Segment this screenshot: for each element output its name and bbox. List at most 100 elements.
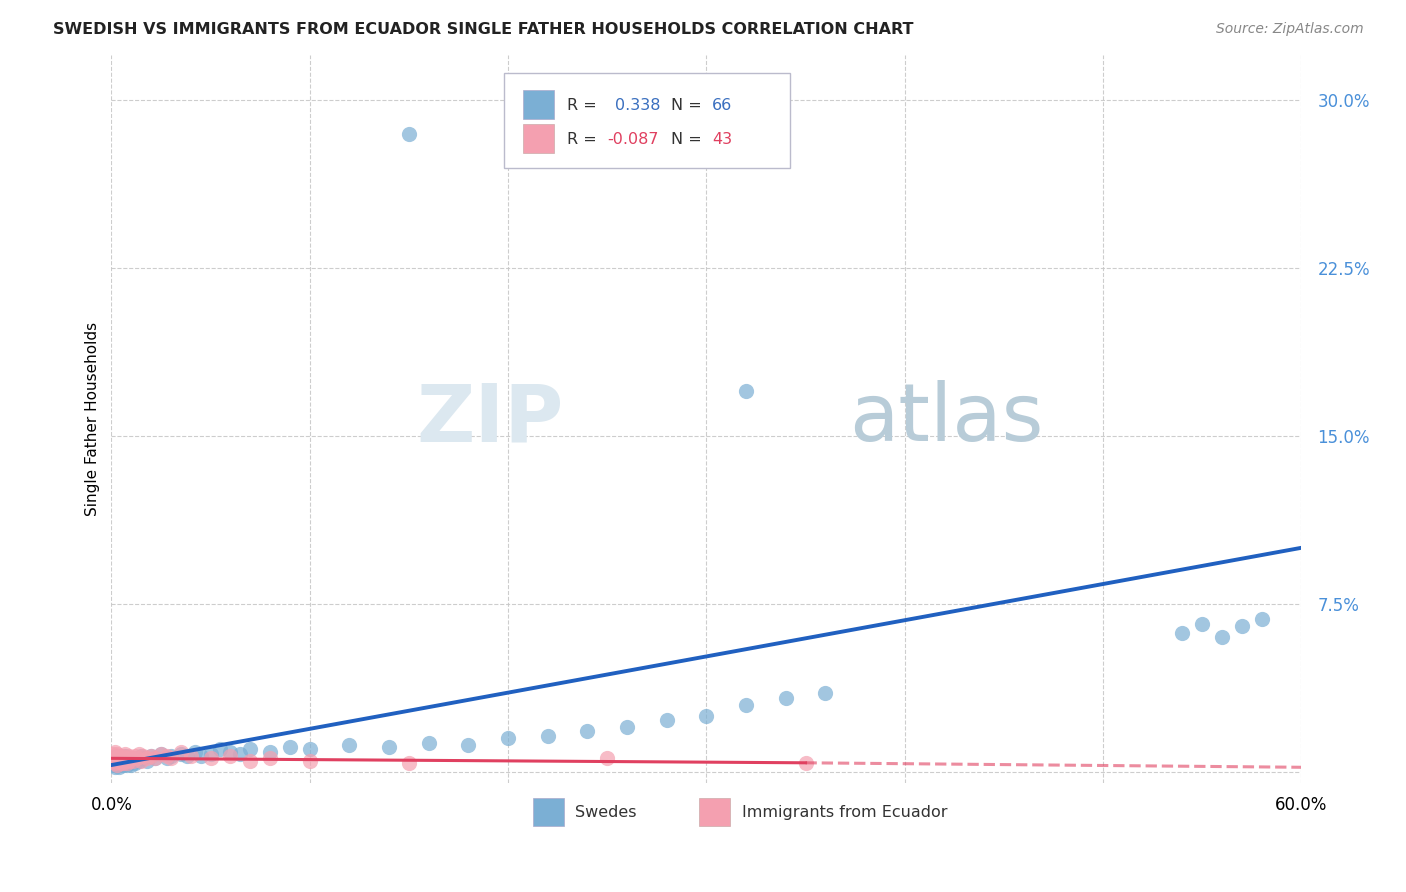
Point	[139, 749, 162, 764]
Point	[128, 747, 150, 761]
Point	[596, 751, 619, 765]
Point	[114, 756, 136, 770]
Text: Immigrants from Ecuador: Immigrants from Ecuador	[742, 805, 948, 820]
Point	[156, 751, 179, 765]
Text: atlas: atlas	[849, 380, 1043, 458]
Point	[128, 754, 150, 768]
Text: Source: ZipAtlas.com: Source: ZipAtlas.com	[1216, 22, 1364, 37]
Point	[129, 754, 152, 768]
Point	[108, 749, 131, 764]
Point	[339, 738, 361, 752]
Point	[132, 751, 155, 765]
Point	[103, 754, 125, 768]
Text: -0.087: -0.087	[607, 132, 659, 147]
Point	[259, 745, 281, 759]
Point	[114, 754, 136, 768]
Point	[378, 740, 401, 755]
Point	[118, 749, 141, 764]
Point	[104, 745, 127, 759]
Point	[117, 751, 139, 765]
Point	[200, 747, 222, 761]
Point	[127, 751, 149, 765]
Point	[209, 742, 232, 756]
Point	[110, 751, 132, 765]
Point	[418, 736, 440, 750]
Point	[239, 742, 262, 756]
Text: R =: R =	[567, 132, 602, 147]
Text: Swedes: Swedes	[575, 805, 637, 820]
Point	[190, 749, 212, 764]
Point	[176, 749, 198, 764]
Text: N =: N =	[671, 98, 707, 113]
Point	[143, 751, 166, 765]
Point	[537, 729, 560, 743]
Point	[104, 756, 127, 770]
Point	[259, 751, 281, 765]
Point	[122, 754, 145, 768]
Point	[127, 751, 149, 765]
Point	[117, 756, 139, 770]
Point	[183, 745, 205, 759]
Point	[112, 756, 135, 770]
Point	[1191, 617, 1213, 632]
Point	[398, 756, 420, 770]
Point	[114, 749, 136, 764]
Point	[794, 756, 817, 770]
Point	[120, 751, 142, 765]
Text: 66: 66	[713, 98, 733, 113]
Point	[457, 738, 479, 752]
Point	[1171, 626, 1194, 640]
Text: ZIP: ZIP	[416, 380, 564, 458]
Point	[104, 760, 127, 774]
Point	[278, 740, 301, 755]
Point	[108, 751, 131, 765]
Point	[735, 698, 758, 712]
Point	[239, 754, 262, 768]
Point	[112, 749, 135, 764]
Point	[129, 749, 152, 764]
Point	[170, 747, 193, 761]
Point	[298, 754, 321, 768]
Point	[105, 758, 128, 772]
Point	[118, 754, 141, 768]
Point	[118, 756, 141, 770]
Point	[103, 747, 125, 761]
Point	[695, 708, 717, 723]
Point	[105, 749, 128, 764]
Point	[120, 751, 142, 765]
Point	[150, 747, 173, 761]
Point	[124, 756, 146, 770]
Point	[108, 760, 131, 774]
Point	[117, 754, 139, 768]
Text: SWEDISH VS IMMIGRANTS FROM ECUADOR SINGLE FATHER HOUSEHOLDS CORRELATION CHART: SWEDISH VS IMMIGRANTS FROM ECUADOR SINGL…	[53, 22, 914, 37]
Point	[136, 754, 159, 768]
Point	[103, 754, 125, 768]
Point	[105, 751, 128, 765]
Point	[180, 749, 202, 764]
Point	[104, 756, 127, 770]
Point	[655, 713, 678, 727]
Point	[298, 742, 321, 756]
Point	[1230, 619, 1253, 633]
Point	[108, 756, 131, 770]
Point	[132, 749, 155, 764]
Point	[110, 756, 132, 770]
Text: R =: R =	[567, 98, 602, 113]
Point	[105, 758, 128, 772]
Point	[229, 747, 252, 761]
Point	[124, 749, 146, 764]
FancyBboxPatch shape	[523, 124, 554, 153]
Point	[108, 754, 131, 768]
Point	[496, 731, 519, 746]
Point	[105, 747, 128, 761]
Point	[219, 745, 242, 759]
Point	[150, 747, 173, 761]
Y-axis label: Single Father Households: Single Father Households	[86, 322, 100, 516]
Point	[120, 758, 142, 772]
FancyBboxPatch shape	[533, 798, 564, 826]
Point	[136, 751, 159, 765]
Point	[122, 754, 145, 768]
Point	[814, 686, 837, 700]
Point	[104, 751, 127, 765]
Point	[200, 751, 222, 765]
